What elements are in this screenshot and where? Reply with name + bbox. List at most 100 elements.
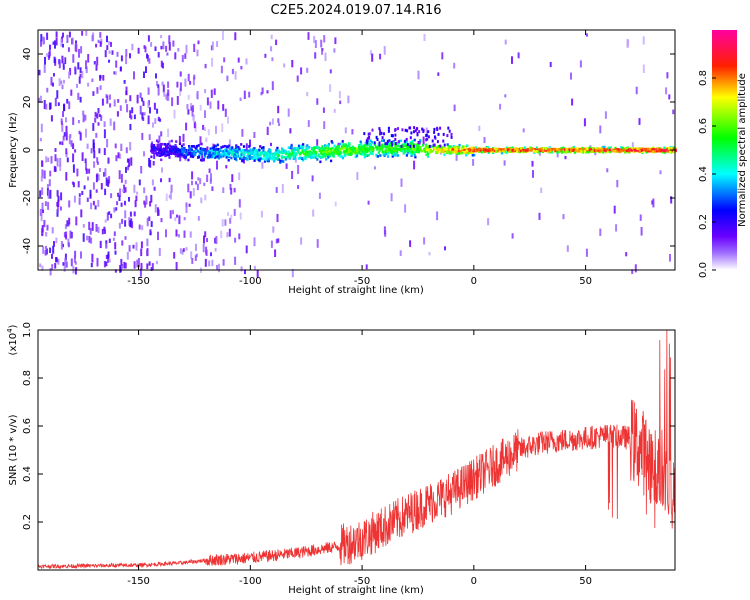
heatmap-cell (458, 143, 461, 147)
heatmap-cell (95, 189, 98, 193)
heatmap-cell (415, 127, 418, 131)
heatmap-cell (54, 40, 56, 49)
heatmap-cell (213, 144, 216, 147)
heatmap-cell (226, 145, 229, 148)
heatmap-cell (182, 248, 185, 252)
heatmap-cell (205, 137, 208, 143)
heatmap-cell (424, 143, 428, 147)
heatmap-cell (81, 191, 84, 195)
heatmap-cell (286, 155, 289, 159)
heatmap-cell (617, 148, 620, 151)
heatmap-cell (136, 191, 139, 195)
heatmap-cell (203, 152, 207, 156)
heatmap-cell (530, 148, 533, 152)
heatmap-cell (321, 48, 324, 52)
heatmap-cell (464, 148, 468, 151)
heatmap-cell (230, 151, 233, 154)
heatmap-cell (447, 145, 450, 148)
heatmap-cell (66, 157, 69, 163)
heatmap-cell (152, 146, 156, 150)
heatmap-cell (418, 141, 421, 145)
heatmap-cell (157, 87, 160, 96)
heatmap-cell (189, 191, 192, 199)
heatmap-cell (115, 60, 118, 68)
heatmap-cell (355, 151, 358, 154)
heatmap-cell (642, 149, 645, 153)
heatmap-cell (161, 142, 164, 146)
heatmap-cell (308, 153, 311, 157)
heatmap-cell (258, 153, 261, 157)
heatmap-cell (206, 151, 210, 155)
heatmap-cell (307, 120, 310, 127)
heatmap-cell (375, 135, 378, 139)
heatmap-cell (46, 184, 49, 189)
heatmap-cell (312, 152, 315, 155)
heatmap-cell (228, 146, 232, 150)
heatmap-cell (600, 149, 603, 152)
heatmap-cell (574, 151, 577, 154)
heatmap-cell (545, 147, 548, 150)
heatmap-cell (124, 99, 127, 104)
heatmap-cell (239, 157, 242, 160)
heatmap-cell (109, 118, 112, 126)
heatmap-cell (414, 150, 417, 153)
heatmap-cell (163, 151, 166, 155)
heatmap-cell (538, 212, 541, 220)
heatmap-cell (224, 219, 227, 226)
heatmap-cell (277, 238, 280, 243)
heatmap-cell (672, 146, 675, 149)
heatmap-cell (425, 145, 428, 148)
heatmap-cell (68, 217, 71, 225)
heatmap-cell (141, 97, 144, 102)
heatmap-cell (341, 145, 344, 149)
heatmap-cell (543, 147, 546, 150)
heatmap-cell (103, 129, 106, 139)
heatmap-cell (91, 253, 94, 263)
heatmap-cell (518, 150, 521, 154)
heatmap-cell (172, 145, 175, 149)
heatmap-cell (154, 149, 157, 152)
heatmap-cell (225, 147, 228, 151)
heatmap-cell (394, 128, 397, 132)
heatmap-cell (384, 145, 387, 148)
heatmap-cell (519, 147, 523, 150)
heatmap-cell (306, 147, 309, 150)
heatmap-cell (371, 128, 374, 132)
heatmap-cell (421, 143, 424, 147)
heatmap-cell (535, 146, 538, 150)
heatmap-cell (308, 146, 311, 149)
heatmap-cell (327, 150, 331, 153)
heatmap-cell (225, 152, 228, 156)
heatmap-cell (170, 147, 173, 150)
heatmap-cell (157, 140, 160, 144)
heatmap-cell (365, 154, 368, 157)
heatmap-cell (179, 71, 182, 77)
heatmap-cell (108, 211, 111, 215)
heatmap-cell (253, 265, 256, 271)
heatmap-cell (248, 145, 251, 148)
heatmap-cell (478, 125, 481, 131)
heatmap-cell (423, 147, 426, 151)
heatmap-cell (297, 151, 300, 154)
heatmap-cell (457, 145, 460, 149)
heatmap-cell (668, 94, 671, 100)
heatmap-cell (158, 147, 161, 151)
heatmap-cell (209, 147, 212, 150)
heatmap-cell (216, 265, 219, 270)
heatmap-cell (183, 230, 186, 238)
heatmap-cell (246, 155, 249, 158)
heatmap-cell (215, 125, 217, 134)
heatmap-cell (566, 150, 570, 154)
heatmap-cell (124, 262, 127, 269)
heatmap-cell (167, 89, 170, 96)
heatmap-cell (169, 210, 172, 219)
heatmap-cell (170, 191, 172, 200)
heatmap-cell (227, 116, 229, 124)
heatmap-cell (378, 127, 381, 131)
heatmap-cell (238, 149, 242, 152)
heatmap-cell (138, 258, 140, 267)
heatmap-cell (516, 150, 519, 153)
heatmap-cell (204, 63, 207, 69)
heatmap-cell (437, 147, 440, 151)
heatmap-cell (43, 64, 46, 73)
